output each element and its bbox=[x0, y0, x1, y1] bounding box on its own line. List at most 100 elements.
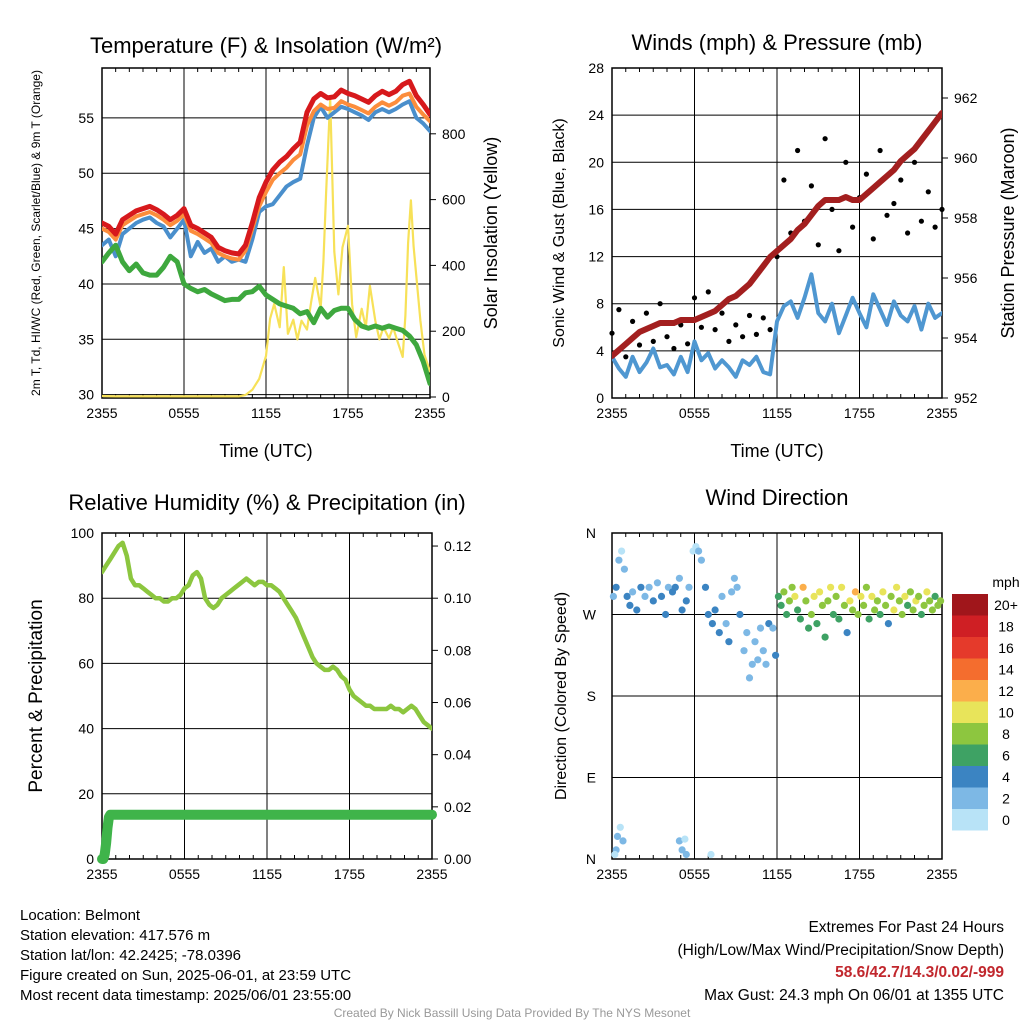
figure-created: Figure created on Sun, 2025-06-01, at 23… bbox=[20, 967, 352, 984]
gust-point bbox=[898, 177, 904, 183]
x-tick-label: 1155 bbox=[762, 866, 792, 882]
direction-point bbox=[774, 592, 783, 601]
y-right-tick-label: 954 bbox=[954, 330, 978, 346]
direction-point bbox=[857, 592, 865, 601]
direction-point bbox=[818, 601, 827, 610]
gust-point bbox=[650, 338, 656, 344]
direction-point bbox=[849, 606, 857, 614]
y-axis-label: Sonic Wind & Gust (Blue, Black) bbox=[551, 118, 568, 347]
extremes-values: 58.6/42.7/14.3/0.02/-999 bbox=[835, 964, 1004, 981]
gust-point bbox=[836, 248, 842, 254]
temp-9m-series bbox=[102, 91, 430, 262]
chart-title: Winds (mph) & Pressure (mb) bbox=[632, 30, 923, 55]
speed-legend: mph 20+ 18 16 14 12 10 8 6 4 2 0 bbox=[952, 574, 1020, 831]
station-elevation: Station elevation: 417.576 m bbox=[20, 927, 211, 944]
extremes-title: Extremes For Past 24 Hours bbox=[808, 919, 1004, 936]
recent-data-timestamp: Most recent data timestamp: 2025/06/01 2… bbox=[20, 987, 352, 1004]
direction-point bbox=[816, 588, 824, 596]
max-gust: Max Gust: 24.3 mph On 06/01 at 1355 UTC bbox=[704, 986, 1004, 1004]
gust-point bbox=[932, 224, 938, 230]
direction-point bbox=[843, 629, 851, 637]
gust-point bbox=[698, 324, 705, 330]
direction-point bbox=[645, 583, 653, 591]
station-latlon: Station lat/lon: 42.2425; -78.0396 bbox=[20, 947, 242, 964]
y-tick-label: 0 bbox=[596, 390, 604, 406]
legend-swatch bbox=[952, 658, 988, 680]
direction-point bbox=[641, 592, 649, 601]
direction-point bbox=[890, 606, 898, 614]
direction-point bbox=[840, 601, 849, 610]
gust-point bbox=[733, 322, 739, 328]
direction-point bbox=[810, 592, 818, 601]
direction-point bbox=[788, 583, 796, 591]
direction-point bbox=[904, 601, 912, 610]
direction-point bbox=[722, 620, 730, 628]
direction-point bbox=[653, 579, 662, 587]
direction-point bbox=[835, 615, 843, 623]
direction-point bbox=[609, 592, 618, 601]
gust-point bbox=[712, 327, 718, 333]
plot-frame bbox=[101, 532, 433, 860]
x-tick-label: 2355 bbox=[416, 866, 447, 882]
direction-point bbox=[626, 601, 634, 610]
relative-humidity-series bbox=[102, 540, 432, 731]
heat-index-series bbox=[102, 99, 430, 264]
direction-point bbox=[887, 592, 895, 601]
direction-point bbox=[884, 620, 893, 628]
direction-point bbox=[917, 610, 926, 619]
direction-point bbox=[805, 624, 813, 632]
y-right-tick-label: 956 bbox=[954, 270, 978, 286]
legend-label: 14 bbox=[998, 661, 1014, 677]
x-tick-label: 1755 bbox=[334, 866, 365, 882]
panel-1: 2355 0555 1155 1755 235504812162024289529549… bbox=[551, 30, 1018, 461]
direction-point bbox=[829, 610, 838, 619]
direction-point bbox=[675, 837, 684, 845]
direction-point bbox=[780, 588, 788, 596]
legend-swatch bbox=[952, 615, 988, 637]
direction-point bbox=[649, 597, 657, 605]
direction-point bbox=[613, 832, 622, 841]
legend-swatch bbox=[952, 809, 988, 831]
y-tick-label: 8 bbox=[596, 296, 604, 312]
y-tick-label: S bbox=[587, 688, 596, 704]
y-right-tick-label: 0.08 bbox=[444, 642, 471, 658]
direction-point bbox=[637, 583, 645, 591]
gust-point bbox=[884, 212, 890, 218]
direction-point bbox=[623, 592, 631, 601]
y-right-tick-label: 200 bbox=[442, 323, 466, 339]
x-tick-label: 1755 bbox=[844, 405, 875, 421]
y-axis-label: Percent & Precipitation bbox=[26, 599, 47, 792]
direction-point bbox=[701, 583, 710, 591]
direction-point bbox=[704, 610, 712, 619]
direction-point bbox=[678, 606, 686, 614]
direction-point bbox=[695, 547, 703, 555]
y-tick-label: 35 bbox=[78, 331, 94, 347]
y-right-tick-label: 0.10 bbox=[444, 590, 471, 606]
y-right-tick-label: 0 bbox=[442, 389, 450, 405]
y-right-tick-label: 952 bbox=[954, 390, 978, 406]
y-right-tick-label: 0.12 bbox=[444, 538, 471, 554]
y-tick-label: 16 bbox=[588, 201, 604, 217]
direction-point bbox=[664, 583, 673, 591]
gust-point bbox=[939, 206, 945, 212]
direction-point bbox=[725, 638, 733, 646]
direction-point bbox=[759, 647, 767, 655]
gust-point bbox=[767, 327, 773, 333]
direction-point bbox=[707, 850, 715, 859]
gust-point bbox=[815, 242, 821, 248]
direction-point bbox=[711, 606, 719, 614]
direction-point bbox=[807, 610, 816, 619]
gust-point bbox=[691, 295, 698, 301]
direction-point bbox=[618, 547, 626, 555]
gust-point bbox=[891, 200, 897, 207]
x-tick-label: 2355 bbox=[596, 405, 627, 421]
direction-point bbox=[923, 588, 931, 596]
direction-point bbox=[898, 610, 906, 619]
direction-point bbox=[657, 592, 666, 601]
legend-swatch bbox=[952, 723, 988, 745]
direction-point bbox=[893, 583, 901, 591]
chart-title: Temperature (F) & Insolation (W/m²) bbox=[90, 33, 442, 58]
y-tick-label: E bbox=[587, 770, 596, 786]
y-right-axis-label: Station Pressure (Maroon) bbox=[998, 127, 1018, 338]
x-tick-label: 1155 bbox=[251, 405, 281, 421]
